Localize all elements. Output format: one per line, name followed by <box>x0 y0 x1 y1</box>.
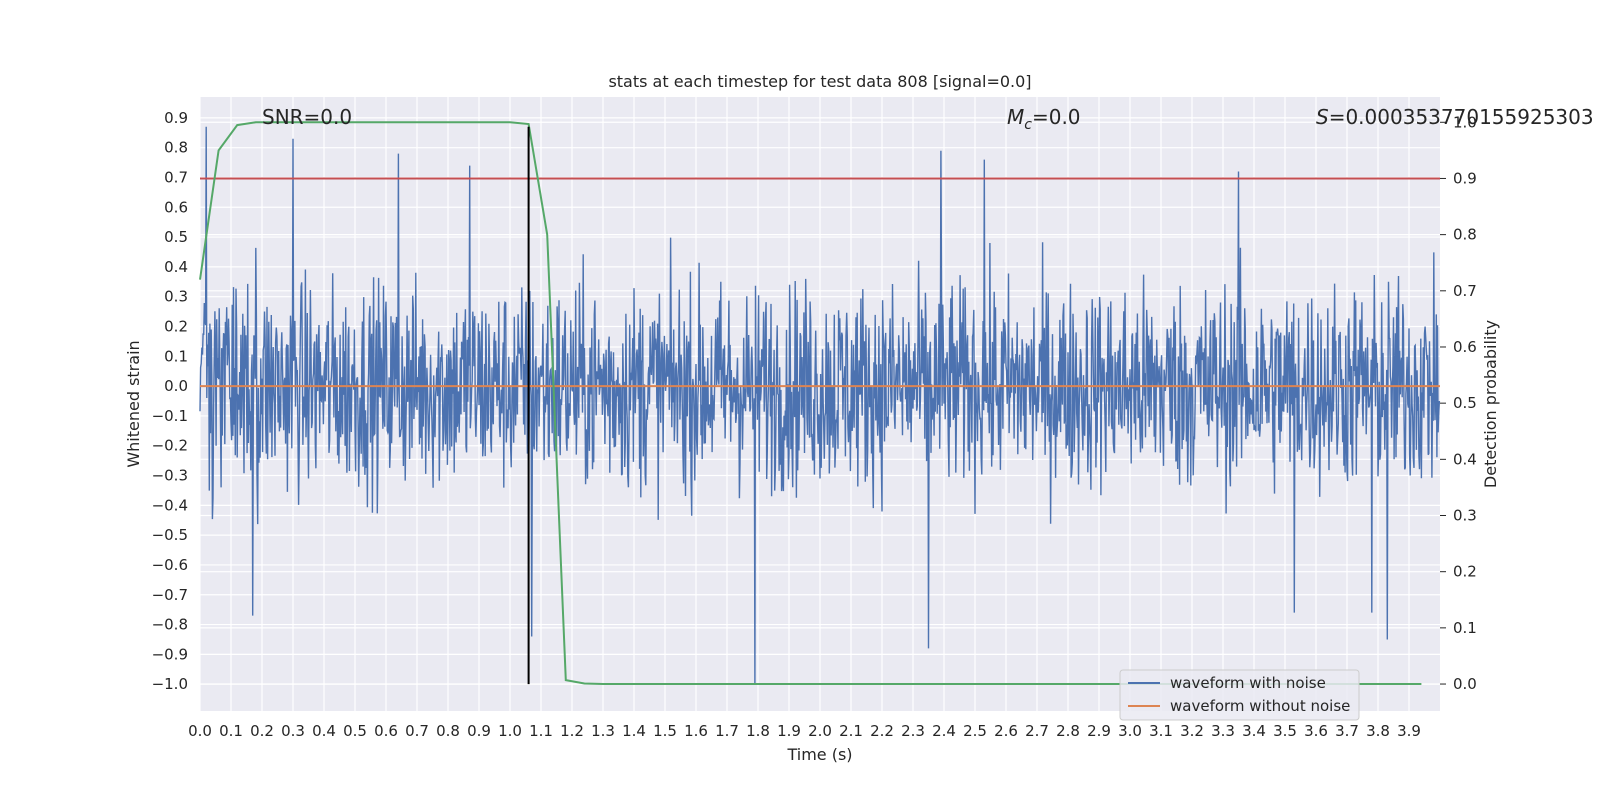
y2-tick-labels: 1.0 0.9 0.8 0.7 0.6 0.5 0.4 0.3 0.2 0.1 0.0 <box>1453 113 1477 693</box>
x-tick-label: 2.0 <box>808 722 832 740</box>
y-tick-label: −0.8 <box>152 616 188 634</box>
y-tick-label: 0.7 <box>164 168 188 186</box>
x-tick-label: 3.6 <box>1304 722 1328 740</box>
y-tick-label: 0.6 <box>164 198 188 216</box>
y-tick-label: −0.3 <box>152 467 188 485</box>
y2-tick-label: 1.0 <box>1453 113 1477 131</box>
y-tick-label: −0.6 <box>152 556 188 574</box>
y2-tick-label: 0.0 <box>1453 675 1477 693</box>
mc-symbol: M <box>1007 105 1024 129</box>
y2-tick-label: 0.1 <box>1453 619 1477 637</box>
y-tick-label: −1.0 <box>152 675 188 693</box>
detection-probability-line <box>199 121 1422 685</box>
y-tick-label: 0.5 <box>164 228 188 246</box>
x-tick-label: 1.6 <box>684 722 708 740</box>
y-tick-label: 0.4 <box>164 258 188 276</box>
x-tick-label: 3.8 <box>1366 722 1390 740</box>
mc-value: =0.0 <box>1032 105 1081 129</box>
y-tick-label: 0.2 <box>164 318 188 336</box>
x-tick-label: 0.3 <box>281 722 305 740</box>
y-tick-label: 0.9 <box>164 109 188 127</box>
y2-axis-label: Detection probability <box>1481 320 1500 488</box>
x-tick-label: 3.9 <box>1397 722 1421 740</box>
x-tick-label: 2.7 <box>1025 722 1049 740</box>
x-tick-label: 2.4 <box>932 722 956 740</box>
s-annotation: S=0.000353770155925303 <box>1316 105 1594 129</box>
x-tick-label: 2.5 <box>963 722 987 740</box>
y-tick-label: −0.4 <box>152 496 188 514</box>
s-value: =0.000353770155925303 <box>1329 105 1594 129</box>
x-tick-label: 0.5 <box>343 722 367 740</box>
x-tick-label: 1.3 <box>591 722 615 740</box>
x-tick-label: 3.1 <box>1149 722 1173 740</box>
y2-tick-label: 0.4 <box>1453 450 1477 468</box>
x-tick-label: 3.0 <box>1118 722 1142 740</box>
waveform-with-noise-series <box>199 126 1441 685</box>
x-tick-label: 1.9 <box>777 722 801 740</box>
y2-tick-label: 0.8 <box>1453 226 1477 244</box>
x-tick-label: 1.8 <box>746 722 770 740</box>
mc-annotation: Mc=0.0 <box>1007 105 1081 133</box>
x-tick-label: 3.3 <box>1211 722 1235 740</box>
x-tick-label: 1.5 <box>653 722 677 740</box>
x-tick-label: 1.7 <box>715 722 739 740</box>
x-tick-label: 2.6 <box>994 722 1018 740</box>
legend-label-waveform-without-noise: waveform without noise <box>1170 697 1350 715</box>
x-tick-label: 0.0 <box>188 722 212 740</box>
y-tick-label: −0.1 <box>152 407 188 425</box>
y-tick-label: −0.7 <box>152 586 188 604</box>
chart-title: stats at each timestep for test data 808… <box>608 72 1031 91</box>
s-symbol: S <box>1316 105 1329 129</box>
x-tick-label: 3.2 <box>1180 722 1204 740</box>
x-tick-label: 2.3 <box>901 722 925 740</box>
y2-tick-label: 0.9 <box>1453 169 1477 187</box>
y-tick-label: 0.8 <box>164 139 188 157</box>
legend-label-waveform-with-noise: waveform with noise <box>1170 674 1326 692</box>
x-tick-label: 1.4 <box>622 722 646 740</box>
x-axis-label: Time (s) <box>786 745 852 764</box>
y-tick-label: −0.2 <box>152 437 188 455</box>
y-tick-label: −0.9 <box>152 645 188 663</box>
x-tick-label: 0.4 <box>312 722 336 740</box>
y2-tick-label: 0.6 <box>1453 338 1477 356</box>
y-axis-label: Whitened strain <box>124 340 143 467</box>
x-tick-labels: 0.0 0.1 0.2 0.3 0.4 0.5 0.6 0.7 0.8 0.9 1.0 1.1 1.2 1… <box>188 722 1421 740</box>
snr-annotation: SNR=0.0 <box>262 105 352 129</box>
x-tick-label: 2.8 <box>1056 722 1080 740</box>
y2-tick-label: 0.3 <box>1453 507 1477 525</box>
y2-tick-label: 0.7 <box>1453 282 1477 300</box>
x-tick-label: 0.1 <box>219 722 243 740</box>
x-tick-label: 1.1 <box>529 722 553 740</box>
x-tick-label: 3.5 <box>1273 722 1297 740</box>
waveform-with-noise-line <box>199 126 1441 685</box>
x-tick-label: 2.1 <box>839 722 863 740</box>
mc-subscript: c <box>1024 117 1032 133</box>
x-tick-label: 0.2 <box>250 722 274 740</box>
y-tick-label: 0.3 <box>164 288 188 306</box>
x-tick-label: 0.6 <box>374 722 398 740</box>
legend: waveform with noise waveform without noi… <box>1119 669 1360 721</box>
legend-box <box>1119 669 1360 721</box>
x-tick-label: 0.8 <box>436 722 460 740</box>
y-tick-labels: 0.9 0.8 0.7 0.6 0.5 0.4 0.3 0.2 0.1 0.0 −0.1 −0.2 −0… <box>152 109 188 693</box>
x-tick-label: 2.9 <box>1087 722 1111 740</box>
y2-tick-label: 0.5 <box>1453 394 1477 412</box>
x-tick-label: 3.4 <box>1242 722 1266 740</box>
x-tick-label: 2.2 <box>870 722 894 740</box>
x-tick-label: 0.9 <box>467 722 491 740</box>
y-tick-label: 0.1 <box>164 347 188 365</box>
x-tick-label: 3.7 <box>1335 722 1359 740</box>
y-tick-label: −0.5 <box>152 526 188 544</box>
x-tick-label: 0.7 <box>405 722 429 740</box>
x-tick-label: 1.2 <box>560 722 584 740</box>
y-tick-label: 0.0 <box>164 377 188 395</box>
x-tick-label: 1.0 <box>498 722 522 740</box>
y2-tick-label: 0.2 <box>1453 563 1477 581</box>
